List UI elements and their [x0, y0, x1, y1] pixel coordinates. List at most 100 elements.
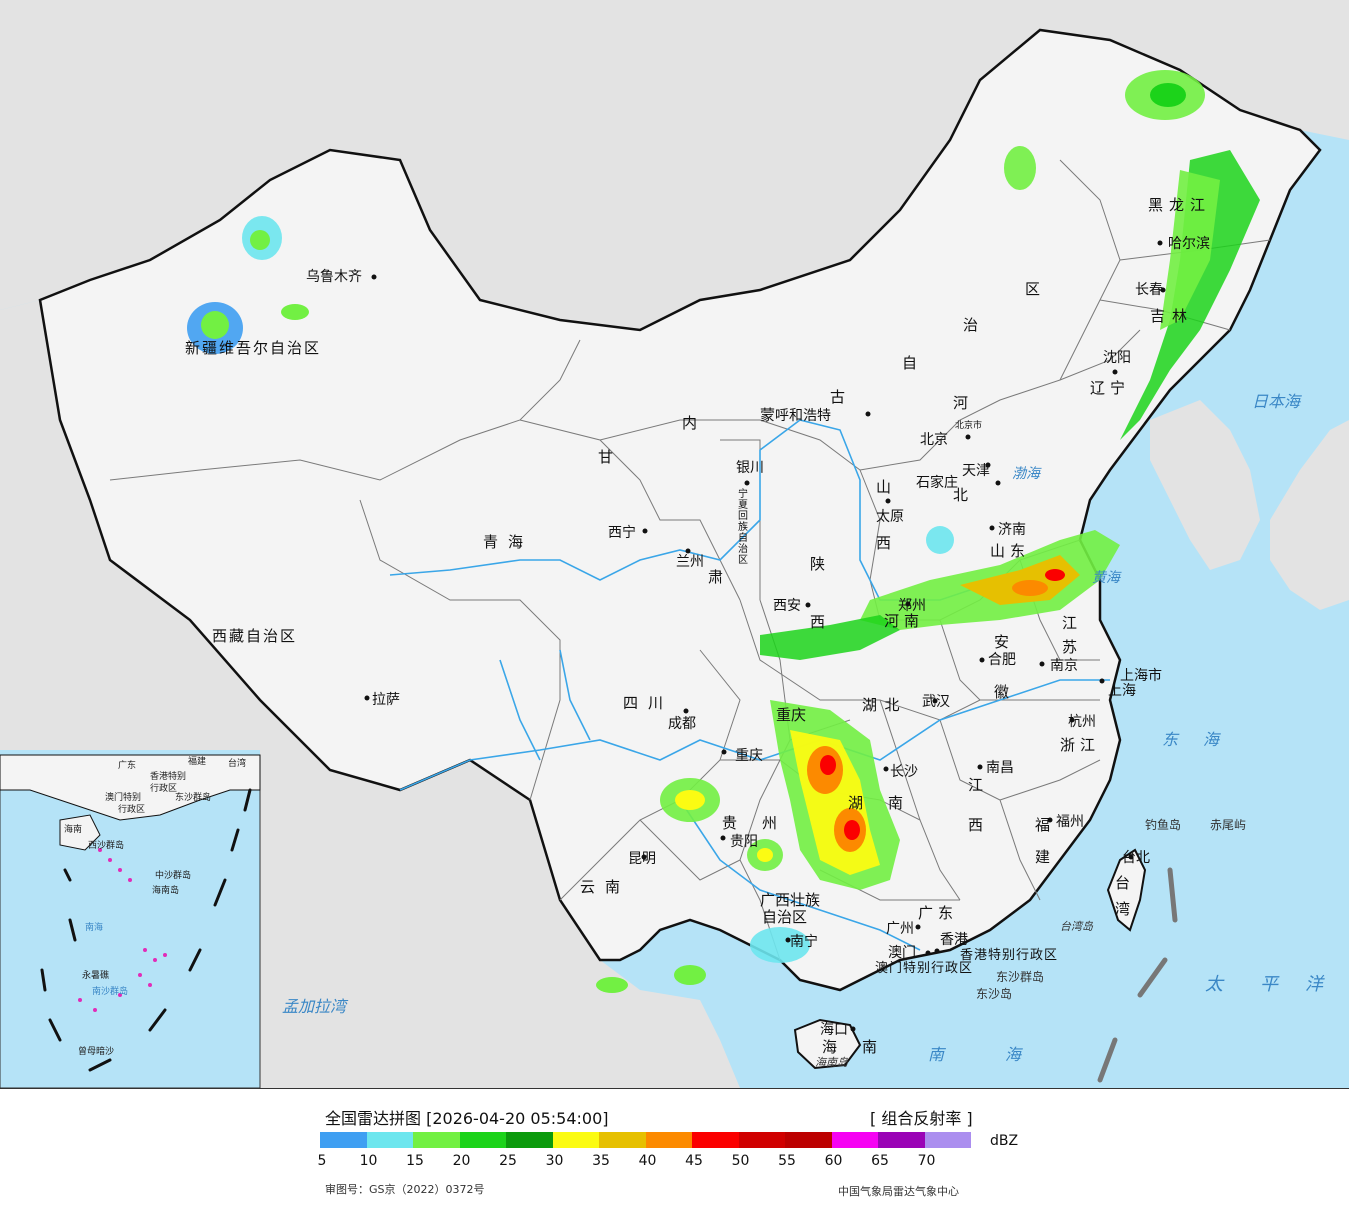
province-label: 山东	[990, 542, 1030, 560]
city-dot	[744, 480, 750, 486]
city-label: 济南	[998, 522, 1026, 538]
south-china-sea-inset[interactable]	[0, 754, 261, 1088]
province-label: 自治区	[762, 908, 807, 926]
city-dot	[883, 766, 889, 772]
special-region-label: 香港特别行政区	[960, 948, 1058, 963]
sea-label: 东	[1162, 730, 1180, 749]
sea-label: 日本海	[1252, 392, 1302, 411]
legend-title: 全国雷达拼图 [2026-04-20 05:54:00]	[325, 1109, 609, 1128]
city-label: 呼和浩特	[775, 408, 831, 424]
city-label: 乌鲁木齐	[306, 269, 362, 285]
city-dot	[685, 548, 691, 554]
city-label: 上海市	[1120, 667, 1162, 684]
sea-label: 海	[1005, 1045, 1023, 1064]
city-label: 长沙	[890, 764, 918, 780]
city-dot	[1157, 240, 1163, 246]
city-label: 台北	[1122, 850, 1150, 866]
legend-tick-label: 45	[685, 1153, 703, 1169]
city-label: 拉萨	[372, 692, 400, 708]
province-label: 四川	[623, 694, 673, 712]
city-label: 西宁	[608, 524, 636, 541]
legend-swatch	[320, 1132, 367, 1148]
inset-label: 香港特别	[150, 770, 186, 782]
city-dot	[1069, 717, 1075, 723]
inset-label: 海南岛	[152, 884, 179, 896]
city-dot	[1112, 369, 1118, 375]
inset-label: 东沙群岛	[175, 791, 211, 803]
province-label: 江	[968, 776, 983, 794]
city-dot	[989, 525, 995, 531]
legend-tick-label: 15	[406, 1153, 424, 1169]
province-label: 云南	[580, 878, 630, 896]
province-label: 江	[1062, 614, 1077, 632]
province-label: 河	[953, 394, 968, 412]
legend-tick-label: 30	[545, 1153, 564, 1169]
legend-swatch	[366, 1132, 413, 1148]
province-label: 浙江	[1060, 736, 1100, 754]
approval-number: 审图号：GS京（2022）0372号	[325, 1183, 485, 1196]
city-label: 石家庄	[916, 474, 958, 491]
province-label: 安	[994, 633, 1009, 651]
city-dot	[720, 835, 726, 841]
city-dot	[915, 924, 921, 930]
sea-label: 黄海	[1092, 570, 1122, 586]
sea-label: 太	[1205, 974, 1225, 995]
city-label: 沈阳	[1103, 350, 1131, 366]
legend-panel: 全国雷达拼图 [2026-04-20 05:54:00] [ 组合反射率 ] d…	[0, 1088, 1349, 1208]
province-label: 西藏自治区	[212, 627, 297, 645]
city-label: 北京	[920, 432, 948, 448]
province-label-ningxia: 宁	[738, 487, 748, 500]
province-label: 西	[810, 613, 825, 631]
neighbor-land-west	[0, 300, 740, 1088]
province-label: 内	[682, 414, 697, 432]
province-label: 古	[830, 388, 845, 406]
legend-tick-label: 20	[452, 1153, 471, 1169]
inset-label: 行政区	[150, 782, 177, 794]
province-label: 苏	[1062, 638, 1077, 656]
city-label: 上海	[1108, 683, 1136, 699]
legend-product: [ 组合反射率 ]	[870, 1109, 973, 1128]
province-label: 贵	[722, 814, 737, 832]
inset-label: 福建	[188, 755, 206, 767]
city-label: 郑州	[898, 598, 926, 614]
sea-label: 渤海	[1012, 466, 1042, 482]
city-label: 澳门	[888, 945, 916, 961]
legend-swatch	[506, 1132, 553, 1148]
province-label: 海	[822, 1038, 837, 1056]
city-dot	[925, 950, 931, 956]
province-label: 西	[968, 816, 983, 834]
legend-color-bar	[320, 1132, 971, 1148]
hainan-island[interactable]	[793, 1018, 862, 1070]
city-dot	[905, 601, 911, 607]
island-label: 东沙群岛	[996, 969, 1044, 984]
city-label: 广州	[886, 921, 914, 937]
city-label: 太原	[876, 509, 904, 525]
city-label: 昆明	[628, 851, 656, 867]
province-label-ningxia: 治	[738, 542, 748, 555]
city-dot	[1128, 854, 1134, 860]
city-dot	[805, 602, 811, 608]
city-dot	[865, 411, 871, 417]
legend-unit: dBZ	[990, 1133, 1019, 1149]
legend-tick-label: 70	[917, 1153, 936, 1169]
province-label-ningxia: 区	[738, 554, 748, 566]
province-label: 河南	[884, 612, 924, 630]
sea-label: 孟加拉湾	[282, 997, 349, 1016]
province-label-ningxia: 回	[738, 510, 748, 522]
legend-swatch	[645, 1132, 692, 1148]
legend-swatch	[599, 1132, 646, 1148]
legend-swatch	[831, 1132, 878, 1148]
neighbor-land-korea	[1150, 400, 1260, 570]
taiwan-island[interactable]	[1106, 848, 1147, 932]
inset-label: 行政区	[118, 803, 145, 815]
source-agency: 中国气象局雷达气象中心	[838, 1185, 959, 1198]
province-label: 湖	[848, 794, 863, 812]
province-label: 西	[876, 534, 891, 552]
inset-label: 西沙群岛	[88, 839, 124, 851]
legend-swatch	[924, 1132, 971, 1148]
city-dot	[850, 1026, 856, 1032]
city-dot	[1099, 678, 1105, 684]
city-dot	[1047, 817, 1053, 823]
